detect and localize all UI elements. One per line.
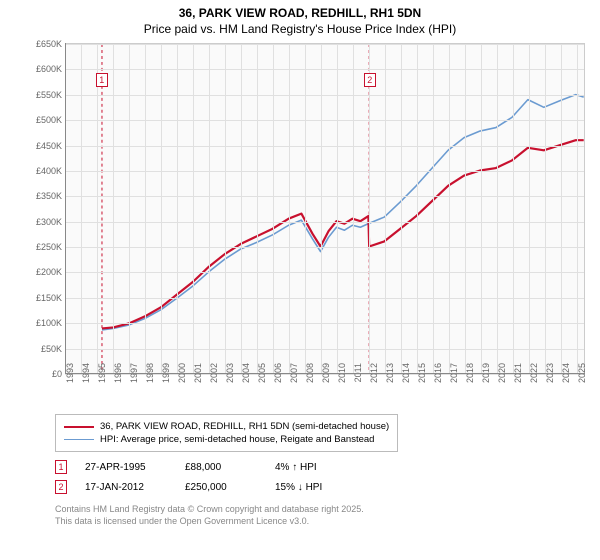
gridline-horizontal xyxy=(65,95,584,96)
line-series xyxy=(102,140,584,328)
gridline-vertical xyxy=(241,44,242,373)
gridline-horizontal xyxy=(65,349,584,350)
marker-info-box: 2 xyxy=(55,480,67,494)
y-tick-label: £50K xyxy=(27,344,62,354)
chart-area: £0 £50K £100K £150K £200K £250K £300K £350K £400… xyxy=(30,38,600,408)
gridline-vertical xyxy=(465,44,466,373)
gridline-vertical xyxy=(209,44,210,373)
gridline-vertical xyxy=(385,44,386,373)
gridline-vertical xyxy=(129,44,130,373)
legend-label: HPI: Average price, semi-detached house,… xyxy=(100,434,374,445)
plot-region: £0£50K£100K£150K£200K£250K£300K£350K£400… xyxy=(65,43,585,373)
gridline-vertical xyxy=(369,44,370,373)
gridline-vertical xyxy=(417,44,418,373)
gridline-horizontal xyxy=(65,196,584,197)
gridline-vertical xyxy=(289,44,290,373)
chart-title: 36, PARK VIEW ROAD, REDHILL, RH1 5DN xyxy=(0,6,600,20)
gridline-vertical xyxy=(257,44,258,373)
title-block: 36, PARK VIEW ROAD, REDHILL, RH1 5DN Pri… xyxy=(0,0,600,38)
chart-subtitle: Price paid vs. HM Land Registry's House … xyxy=(0,22,600,36)
legend-swatch xyxy=(64,439,94,440)
gridline-vertical xyxy=(529,44,530,373)
gridline-horizontal xyxy=(65,298,584,299)
gridline-vertical xyxy=(353,44,354,373)
footer-line-1: Contains HM Land Registry data © Crown c… xyxy=(55,504,600,516)
gridline-horizontal xyxy=(65,323,584,324)
y-tick-label: £350K xyxy=(27,191,62,201)
marker-info-row: 1 27-APR-1995£88,0004% ↑ HPI xyxy=(55,460,600,474)
marker-info-date: 17-JAN-2012 xyxy=(85,482,185,493)
legend-row: 36, PARK VIEW ROAD, REDHILL, RH1 5DN (se… xyxy=(64,421,389,432)
marker-info-date: 27-APR-1995 xyxy=(85,462,185,473)
gridline-vertical xyxy=(273,44,274,373)
y-tick-label: £550K xyxy=(27,90,62,100)
footer-attribution: Contains HM Land Registry data © Crown c… xyxy=(55,504,600,527)
y-tick-label: £450K xyxy=(27,141,62,151)
gridline-vertical xyxy=(177,44,178,373)
gridline-vertical xyxy=(225,44,226,373)
gridline-vertical xyxy=(433,44,434,373)
x-axis-line xyxy=(65,373,585,374)
y-tick-label: £250K xyxy=(27,242,62,252)
gridline-vertical xyxy=(97,44,98,373)
y-axis-line xyxy=(65,43,66,373)
legend: 36, PARK VIEW ROAD, REDHILL, RH1 5DN (se… xyxy=(55,414,398,452)
gridline-horizontal xyxy=(65,146,584,147)
gridline-horizontal xyxy=(65,272,584,273)
y-tick-label: £0 xyxy=(27,369,62,379)
gridline-horizontal xyxy=(65,44,584,45)
gridline-vertical xyxy=(337,44,338,373)
y-tick-label: £300K xyxy=(27,217,62,227)
gridline-horizontal xyxy=(65,171,584,172)
gridline-horizontal xyxy=(65,69,584,70)
gridline-vertical xyxy=(513,44,514,373)
footer-line-2: This data is licensed under the Open Gov… xyxy=(55,516,600,528)
gridline-vertical xyxy=(577,44,578,373)
x-tick-label: 2025 xyxy=(577,363,600,393)
legend-swatch xyxy=(64,426,94,428)
marker-info-delta: 4% ↑ HPI xyxy=(275,462,365,473)
gridline-vertical xyxy=(561,44,562,373)
y-tick-label: £600K xyxy=(27,64,62,74)
gridline-vertical xyxy=(305,44,306,373)
gridline-vertical xyxy=(161,44,162,373)
y-tick-label: £100K xyxy=(27,318,62,328)
gridline-horizontal xyxy=(65,222,584,223)
marker-info-delta: 15% ↓ HPI xyxy=(275,482,365,493)
gridline-horizontal xyxy=(65,120,584,121)
y-tick-label: £650K xyxy=(27,39,62,49)
gridline-vertical xyxy=(401,44,402,373)
gridline-vertical xyxy=(497,44,498,373)
legend-row: HPI: Average price, semi-detached house,… xyxy=(64,434,389,445)
legend-label: 36, PARK VIEW ROAD, REDHILL, RH1 5DN (se… xyxy=(100,421,389,432)
y-tick-label: £200K xyxy=(27,267,62,277)
gridline-vertical xyxy=(113,44,114,373)
line-series xyxy=(102,95,584,330)
marker-info-row: 2 17-JAN-2012£250,00015% ↓ HPI xyxy=(55,480,600,494)
gridline-horizontal xyxy=(65,247,584,248)
gridline-vertical xyxy=(145,44,146,373)
marker-info-table: 1 27-APR-1995£88,0004% ↑ HPI 2 17-JAN-2012£… xyxy=(55,460,600,494)
marker-info-box: 1 xyxy=(55,460,67,474)
y-tick-label: £150K xyxy=(27,293,62,303)
gridline-vertical xyxy=(321,44,322,373)
gridline-vertical xyxy=(193,44,194,373)
chart-marker-2: 2 xyxy=(364,73,376,87)
gridline-vertical xyxy=(545,44,546,373)
gridline-vertical xyxy=(481,44,482,373)
gridline-vertical xyxy=(81,44,82,373)
gridline-vertical xyxy=(449,44,450,373)
chart-marker-1: 1 xyxy=(96,73,108,87)
marker-info-price: £88,000 xyxy=(185,462,275,473)
y-tick-label: £400K xyxy=(27,166,62,176)
marker-info-price: £250,000 xyxy=(185,482,275,493)
y-tick-label: £500K xyxy=(27,115,62,125)
